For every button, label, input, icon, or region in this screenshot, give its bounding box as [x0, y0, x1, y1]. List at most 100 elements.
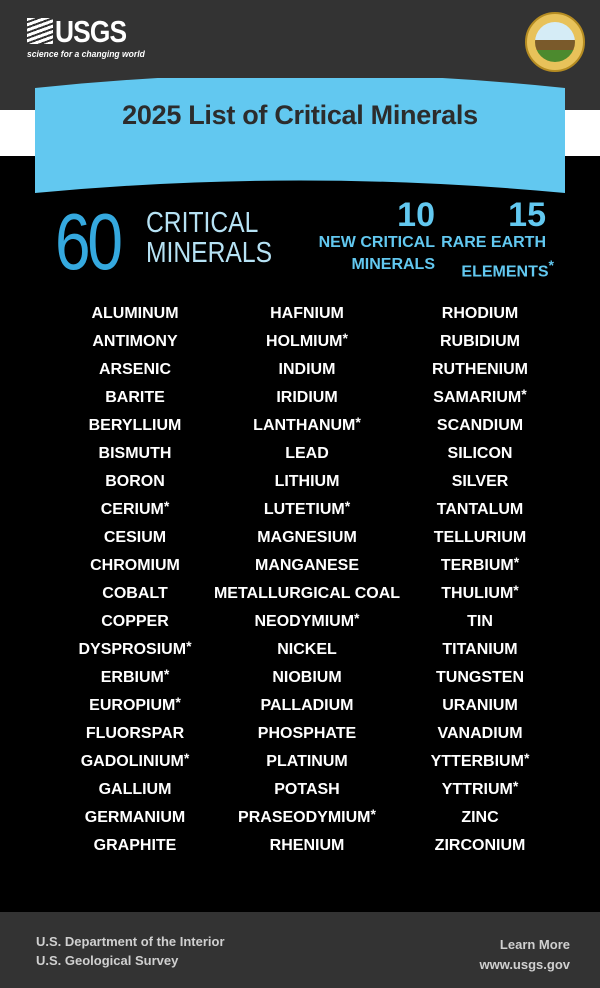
- mineral-item: GALLIUM: [35, 779, 235, 807]
- mineral-name: MAGNESIUM: [257, 529, 357, 546]
- mineral-item: GRAPHITE: [35, 835, 235, 863]
- mineral-name: ANTIMONY: [92, 333, 178, 350]
- mineral-name: SILVER: [451, 473, 509, 490]
- learn-more-label: Learn More: [499, 937, 570, 952]
- ree-label-line1: RARE EARTH: [441, 234, 546, 251]
- mineral-name: RUTHENIUM: [432, 361, 528, 378]
- usgs-logo[interactable]: USGS science for a changing world: [27, 14, 158, 60]
- rare-earth-asterisk: *: [344, 498, 351, 514]
- mineral-name: FLUORSPAR: [85, 725, 185, 742]
- mineral-name: ALUMINUM: [91, 305, 179, 322]
- rare-earth-asterisk: *: [355, 414, 361, 430]
- mineral-name: METALLURGICAL COAL: [213, 585, 401, 602]
- mineral-item: HAFNIUM: [207, 303, 407, 331]
- mineral-item: TANTALUM: [380, 499, 580, 527]
- usgs-link[interactable]: www.usgs.gov: [479, 957, 570, 972]
- mineral-name: CERIUM: [100, 501, 164, 518]
- ree-label-line2: ELEMENTS: [461, 263, 549, 281]
- page-title: 2025 List of Critical Minerals: [122, 100, 478, 130]
- mineral-name: PRASEODYMIUM: [238, 809, 371, 826]
- footer-survey: U.S. Geological Survey: [36, 953, 179, 968]
- new-label-line1: NEW CRITICAL: [318, 234, 435, 251]
- mineral-name: LEAD: [285, 445, 329, 462]
- rare-earth-asterisk: *: [370, 806, 376, 822]
- mineral-name: DYSPROSIUM: [78, 641, 187, 658]
- mineral-name: BISMUTH: [98, 445, 172, 462]
- mineral-item: PRASEODYMIUM*: [207, 807, 407, 835]
- mineral-name: GERMANIUM: [84, 809, 186, 826]
- mineral-item: ZIRCONIUM: [380, 835, 580, 863]
- mineral-item: COPPER: [35, 611, 235, 639]
- mineral-name: GRAPHITE: [93, 837, 177, 854]
- rare-earth-asterisk: *: [183, 750, 190, 766]
- logo-text: USGS: [55, 14, 127, 49]
- rare-earth-asterisk: *: [513, 554, 520, 570]
- mineral-item: NEODYMIUM*: [207, 611, 407, 639]
- mineral-item: MANGANESE: [207, 555, 407, 583]
- mineral-name: RHENIUM: [269, 837, 345, 854]
- mineral-item: EUROPIUM*: [35, 695, 235, 723]
- mineral-name: POTASH: [274, 781, 340, 798]
- mineral-item: POTASH: [207, 779, 407, 807]
- mineral-name: ARSENIC: [98, 361, 171, 378]
- footer: U.S. Department of the Interior U.S. Geo…: [0, 912, 600, 988]
- mineral-name: PALLADIUM: [260, 697, 354, 714]
- mineral-item: LANTHANUM*: [207, 415, 407, 443]
- mineral-name: MANGANESE: [254, 557, 359, 574]
- mineral-name: PHOSPHATE: [257, 725, 357, 742]
- logo-tagline: science for a changing world: [27, 49, 145, 60]
- mineral-item: YTTRIUM*: [380, 779, 580, 807]
- mineral-name: SCANDIUM: [436, 417, 524, 434]
- mineral-item: RUBIDIUM: [380, 331, 580, 359]
- mineral-name: RUBIDIUM: [440, 333, 520, 350]
- mineral-name: PLATINUM: [266, 753, 348, 770]
- mineral-name: BARITE: [105, 389, 165, 406]
- mineral-item: PHOSPHATE: [207, 723, 407, 751]
- mineral-item: NICKEL: [207, 639, 407, 667]
- rare-earth-asterisk: *: [163, 666, 170, 682]
- mineral-name: LANTHANUM: [253, 417, 356, 434]
- mineral-name: ERBIUM: [100, 669, 164, 686]
- rare-earth-stat: 15 RARE EARTH ELEMENTS*: [441, 198, 554, 283]
- mineral-item: URANIUM: [380, 695, 580, 723]
- mineral-item: SCANDIUM: [380, 415, 580, 443]
- mineral-name: TUNGSTEN: [436, 669, 524, 686]
- total-label-line2: MINERALS: [146, 237, 273, 269]
- mineral-item: PALLADIUM: [207, 695, 407, 723]
- mineral-item: NIOBIUM: [207, 667, 407, 695]
- rare-earth-asterisk: *: [512, 778, 519, 794]
- mineral-item: ANTIMONY: [35, 331, 235, 359]
- new-label-line2: MINERALS: [351, 256, 435, 273]
- mineral-name: RHODIUM: [441, 305, 519, 322]
- mineral-item: TERBIUM*: [380, 555, 580, 583]
- mineral-item: SILICON: [380, 443, 580, 471]
- mineral-item: CERIUM*: [35, 499, 235, 527]
- rare-earth-asterisk: *: [342, 330, 348, 346]
- total-label-line1: CRITICAL: [146, 207, 259, 239]
- mineral-name: SILICON: [447, 445, 513, 462]
- mineral-name: TANTALUM: [436, 501, 524, 518]
- mineral-item: PLATINUM: [207, 751, 407, 779]
- mineral-item: TITANIUM: [380, 639, 580, 667]
- mineral-item: CESIUM: [35, 527, 235, 555]
- mineral-item: LEAD: [207, 443, 407, 471]
- new-count: 10: [397, 196, 435, 234]
- minerals-column-1: ALUMINUM ANTIMONY ARSENIC BARITE BERYLLIUM BI…: [35, 303, 235, 863]
- mineral-name: YTTRIUM: [441, 781, 513, 798]
- mineral-item: MAGNESIUM: [207, 527, 407, 555]
- mineral-item: HOLMIUM*: [207, 331, 407, 359]
- mineral-name: NIOBIUM: [272, 669, 342, 686]
- mineral-name: SAMARIUM: [433, 389, 522, 406]
- mineral-item: LUTETIUM*: [207, 499, 407, 527]
- rare-earth-asterisk: *: [354, 610, 360, 626]
- mineral-name: INDIUM: [278, 361, 336, 378]
- mineral-item: ARSENIC: [35, 359, 235, 387]
- mineral-item: BARITE: [35, 387, 235, 415]
- mineral-item: ALUMINUM: [35, 303, 235, 331]
- asterisk: *: [548, 257, 554, 273]
- total-label: CRITICAL MINERALS: [146, 208, 272, 268]
- mineral-name: ZIRCONIUM: [434, 837, 526, 854]
- mineral-item: BORON: [35, 471, 235, 499]
- mineral-item: IRIDIUM: [207, 387, 407, 415]
- mineral-name: BORON: [105, 473, 165, 490]
